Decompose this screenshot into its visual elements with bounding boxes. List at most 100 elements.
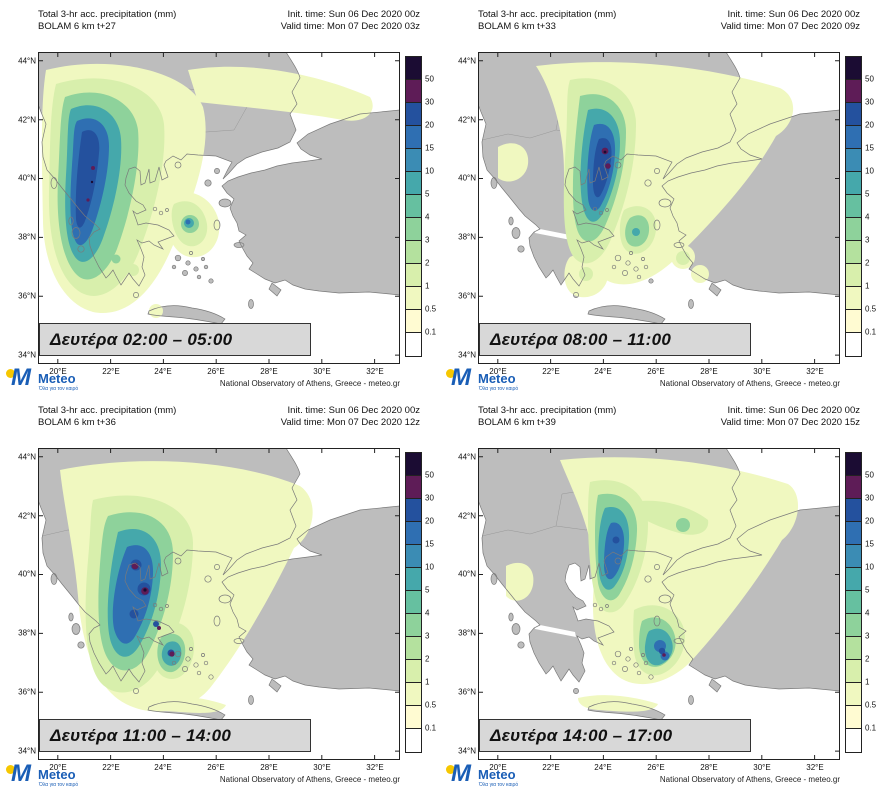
colorbar-label: 1: [865, 281, 870, 291]
colorbar-label: 0.5: [425, 700, 437, 710]
logo-tagline: Όλα για τον καιρό: [39, 782, 79, 788]
colorbar: 50 30 20 15 10 5 4 3 2 1 0.5 0.1: [845, 452, 880, 753]
lon-label: 28°E: [260, 367, 278, 376]
colorbar-label: 2: [425, 258, 430, 268]
lat-label: 40°N: [458, 173, 476, 183]
lat-label: 42°N: [18, 115, 36, 125]
model-run-label: BOLAM 6 km t+36: [38, 417, 116, 428]
lat-label: 36°N: [458, 291, 476, 301]
colorbar-label: 5: [425, 585, 430, 595]
precipitation-map: [38, 448, 400, 760]
colorbar-label: 20: [865, 120, 874, 130]
time-range-box: Δευτέρα 11:00 – 14:00: [39, 719, 311, 752]
colorbar-label: 50: [865, 470, 874, 480]
logo-m-icon: M: [11, 760, 31, 787]
panel-title: Total 3-hr acc. precipitation (mm): [478, 9, 617, 20]
lon-label: 26°E: [207, 763, 225, 772]
logo-tagline: Όλα για τον καιρό: [39, 386, 79, 392]
precipitation-layer: [60, 461, 313, 713]
colorbar-label: 50: [425, 470, 434, 480]
precipitation-map: [478, 52, 840, 364]
colorbar: 50 30 20 15 10 5 4 3 2 1 0.5 0.1: [845, 56, 880, 357]
colorbar-label: 3: [425, 631, 430, 641]
time-range-box: Δευτέρα 02:00 – 05:00: [39, 323, 311, 356]
colorbar-label: 0.5: [865, 700, 877, 710]
lon-label: 32°E: [366, 763, 384, 772]
colorbar-label: 50: [425, 74, 434, 84]
lat-label: 44°N: [18, 56, 36, 66]
init-time: Init. time: Sun 06 Dec 2020 00z: [287, 9, 420, 20]
colorbar-label: 0.1: [425, 327, 437, 337]
lat-label: 38°N: [458, 628, 476, 638]
colorbar-label: 4: [425, 608, 430, 618]
panel-header-right: Init. time: Sun 06 Dec 2020 00z Valid ti…: [721, 405, 860, 429]
colorbar-label: 10: [865, 166, 874, 176]
time-range-label: Δευτέρα 08:00 – 11:00: [490, 329, 672, 349]
meteo-logo: M Meteo Όλα για τον καιρό: [446, 760, 566, 790]
logo-tagline: Όλα για τον καιρό: [479, 782, 519, 788]
lon-label: 26°E: [647, 763, 665, 772]
colorbar-label: 30: [865, 97, 874, 107]
precipitation-layer: [506, 457, 799, 712]
logo-brand: Meteo: [38, 767, 76, 782]
colorbar-label: 10: [865, 562, 874, 572]
colorbar-label: 0.5: [425, 304, 437, 314]
credit-text: National Observatory of Athens, Greece -…: [219, 775, 400, 784]
colorbar-label: 4: [425, 212, 430, 222]
lon-label: 32°E: [366, 367, 384, 376]
panel-header-right: Init. time: Sun 06 Dec 2020 00z Valid ti…: [281, 9, 420, 33]
meteo-logo: M Meteo Όλα για τον καιρό: [6, 364, 126, 394]
colorbar-label: 15: [425, 143, 434, 153]
lon-label: 22°E: [542, 367, 560, 376]
colorbar-label: 1: [425, 281, 430, 291]
time-range-box: Δευτέρα 14:00 – 17:00: [479, 719, 751, 752]
credit-text: National Observatory of Athens, Greece -…: [659, 379, 840, 388]
lon-label: 30°E: [753, 763, 771, 772]
logo-m-icon: M: [11, 364, 31, 391]
meteo-logo: M Meteo Όλα για τον καιρό: [446, 364, 566, 394]
logo-brand: Meteo: [38, 371, 76, 386]
lat-label: 36°N: [458, 687, 476, 697]
lat-label: 40°N: [18, 569, 36, 579]
logo-brand: Meteo: [478, 371, 516, 386]
panel-title: Total 3-hr acc. precipitation (mm): [38, 9, 177, 20]
colorbar: 50 30 20 15 10 5 4 3 2 1 0.5 0.1: [405, 56, 440, 357]
lat-label: 42°N: [458, 115, 476, 125]
lon-label: 28°E: [700, 763, 718, 772]
lat-label: 38°N: [18, 232, 36, 242]
colorbar-label: 3: [425, 235, 430, 245]
lon-label: 20°E: [49, 763, 67, 772]
colorbar-label: 2: [865, 654, 870, 664]
logo-dot-icon: [446, 369, 455, 378]
valid-time: Valid time: Mon 07 Dec 2020 09z: [720, 21, 860, 32]
colorbar-label: 5: [425, 189, 430, 199]
lat-label: 36°N: [18, 291, 36, 301]
time-range-label: Δευτέρα 14:00 – 17:00: [490, 725, 673, 745]
panel-header-right: Init. time: Sun 06 Dec 2020 00z Valid ti…: [721, 9, 860, 33]
lon-label: 26°E: [647, 367, 665, 376]
precipitation-layer: [41, 63, 373, 318]
time-range-box: Δευτέρα 08:00 – 11:00: [479, 323, 751, 356]
lon-label: 24°E: [594, 763, 612, 772]
lon-label: 26°E: [207, 367, 225, 376]
colorbar-label: 30: [425, 97, 434, 107]
time-range-label: Δευτέρα 02:00 – 05:00: [50, 329, 233, 349]
lat-label: 34°N: [18, 746, 36, 756]
forecast-panel-4: Total 3-hr acc. precipitation (mm) BOLAM…: [440, 396, 880, 791]
logo-dot-icon: [6, 369, 15, 378]
colorbar-label: 4: [865, 608, 870, 618]
lon-label: 28°E: [700, 367, 718, 376]
lon-label: 20°E: [489, 763, 507, 772]
logo-m-icon: M: [451, 760, 471, 787]
time-range-label: Δευτέρα 11:00 – 14:00: [50, 725, 232, 745]
forecast-panel-3: Total 3-hr acc. precipitation (mm) BOLAM…: [0, 396, 440, 791]
forecast-panel-2: Total 3-hr acc. precipitation (mm) BOLAM…: [440, 0, 880, 396]
lat-label: 34°N: [458, 746, 476, 756]
lon-label: 28°E: [260, 763, 278, 772]
precipitation-map: [478, 448, 840, 760]
colorbar-label: 10: [425, 166, 434, 176]
colorbar-label: 0.1: [425, 723, 437, 733]
colorbar-track: [405, 452, 422, 753]
lat-label: 40°N: [18, 173, 36, 183]
